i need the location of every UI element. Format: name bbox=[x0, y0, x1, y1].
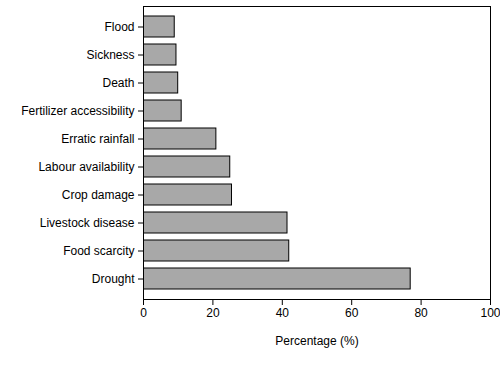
svg-text:80: 80 bbox=[414, 306, 428, 320]
svg-text:Erratic rainfall: Erratic rainfall bbox=[61, 132, 134, 146]
svg-text:100: 100 bbox=[480, 306, 500, 320]
svg-text:Drought: Drought bbox=[92, 272, 135, 286]
svg-text:0: 0 bbox=[140, 306, 147, 320]
svg-text:Livestock disease: Livestock disease bbox=[40, 216, 135, 230]
svg-text:60: 60 bbox=[345, 306, 359, 320]
svg-text:Fertilizer accessibility: Fertilizer accessibility bbox=[21, 104, 134, 118]
svg-text:Crop damage: Crop damage bbox=[62, 188, 135, 202]
svg-text:Sickness: Sickness bbox=[86, 48, 134, 62]
svg-text:40: 40 bbox=[276, 306, 290, 320]
svg-text:Death: Death bbox=[102, 76, 134, 90]
svg-text:20: 20 bbox=[206, 306, 220, 320]
svg-text:Flood: Flood bbox=[104, 20, 134, 34]
svg-text:Labour availability: Labour availability bbox=[38, 160, 134, 174]
svg-text:Food scarcity: Food scarcity bbox=[63, 244, 134, 258]
svg-text:Percentage (%): Percentage (%) bbox=[275, 334, 358, 348]
